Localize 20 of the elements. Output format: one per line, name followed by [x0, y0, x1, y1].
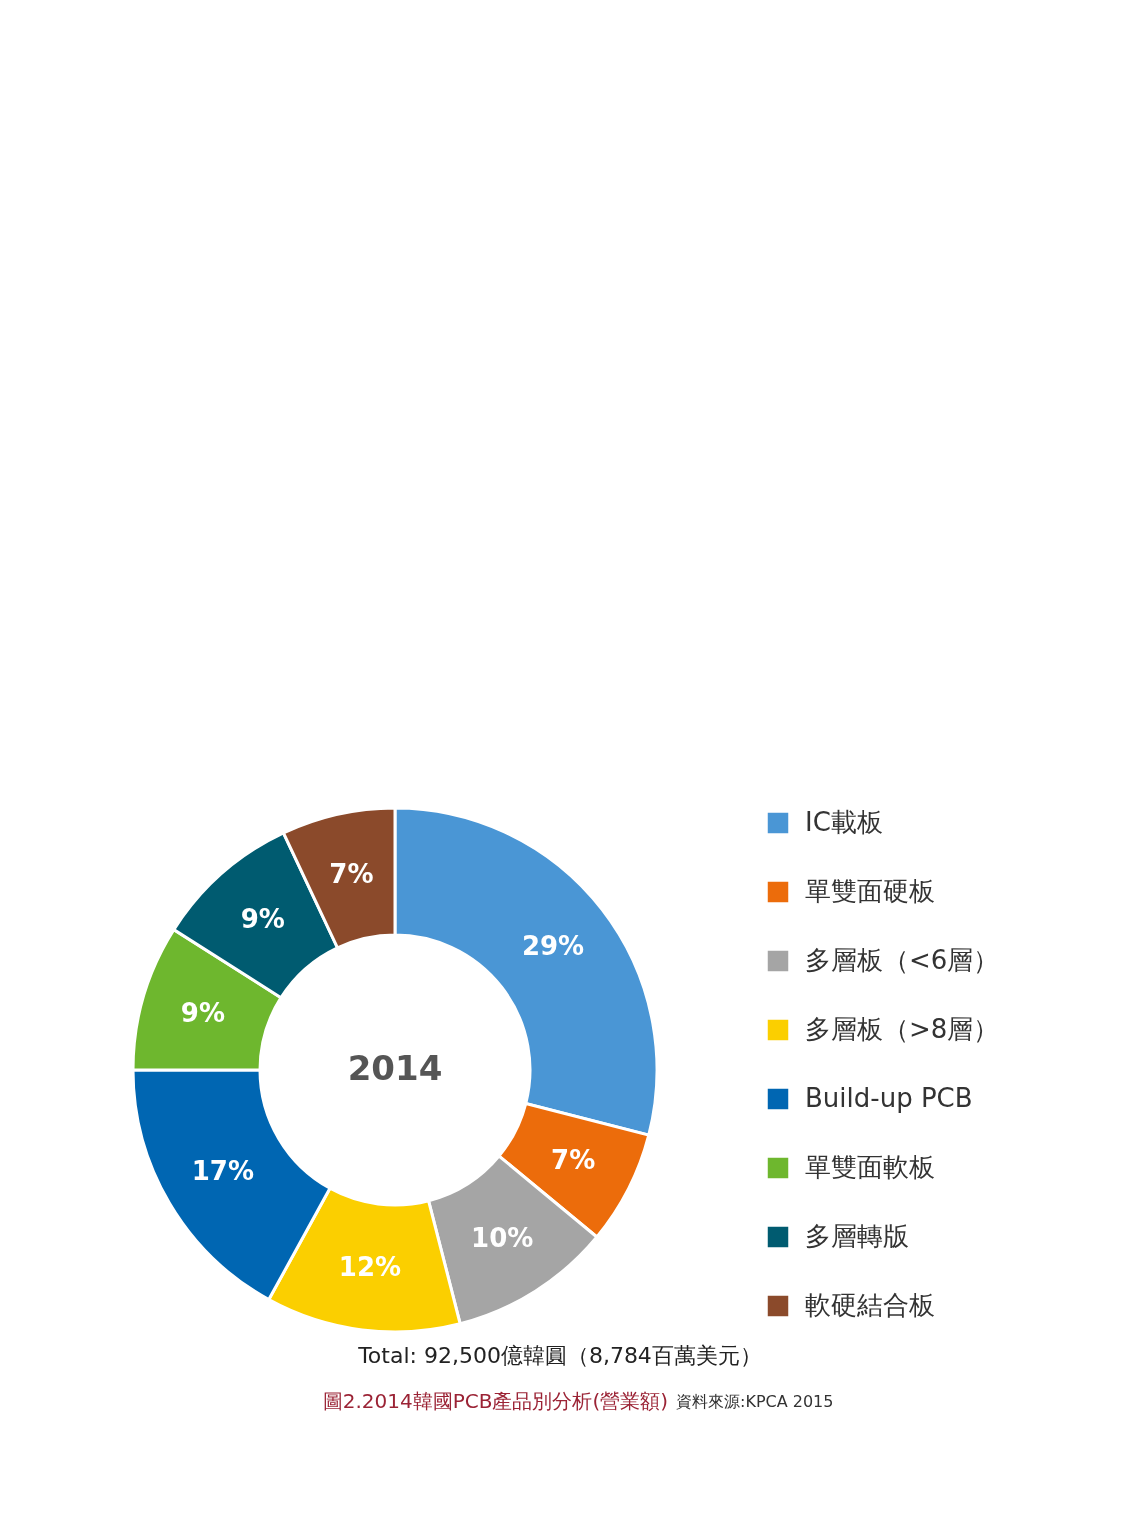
data-label: 12%: [338, 1252, 402, 1283]
legend-label: 單雙面軟板: [805, 1152, 935, 1182]
legend-label: 多層轉版: [805, 1221, 909, 1251]
legend-label: 多層板（>8層）: [805, 1014, 1000, 1044]
data-label: 17%: [191, 1155, 254, 1186]
legend-label: Build-up PCB: [805, 1083, 973, 1113]
source-note: 資料來源:KPCA 2015: [676, 1392, 834, 1411]
data-label: 7%: [551, 1144, 596, 1175]
data-label: 9%: [240, 903, 285, 934]
legend-label: 軟硬結合板: [805, 1290, 935, 1320]
data-label: 29%: [521, 931, 585, 962]
text: Total: 92,500億韓圓（8,784百萬美元）: [357, 1343, 762, 1368]
text: 圖2.2014韓國PCB產品別分析(營業額): [322, 1389, 668, 1413]
data-label: 9%: [180, 998, 226, 1029]
data-label: 7%: [329, 858, 374, 889]
legend-label: IC載板: [805, 807, 883, 837]
legend-label: 多層板（<6層）: [805, 945, 1000, 975]
text: 2014: [347, 1048, 443, 1088]
data-label: 10%: [471, 1222, 534, 1253]
legend-label: 單雙面硬板: [805, 876, 935, 906]
